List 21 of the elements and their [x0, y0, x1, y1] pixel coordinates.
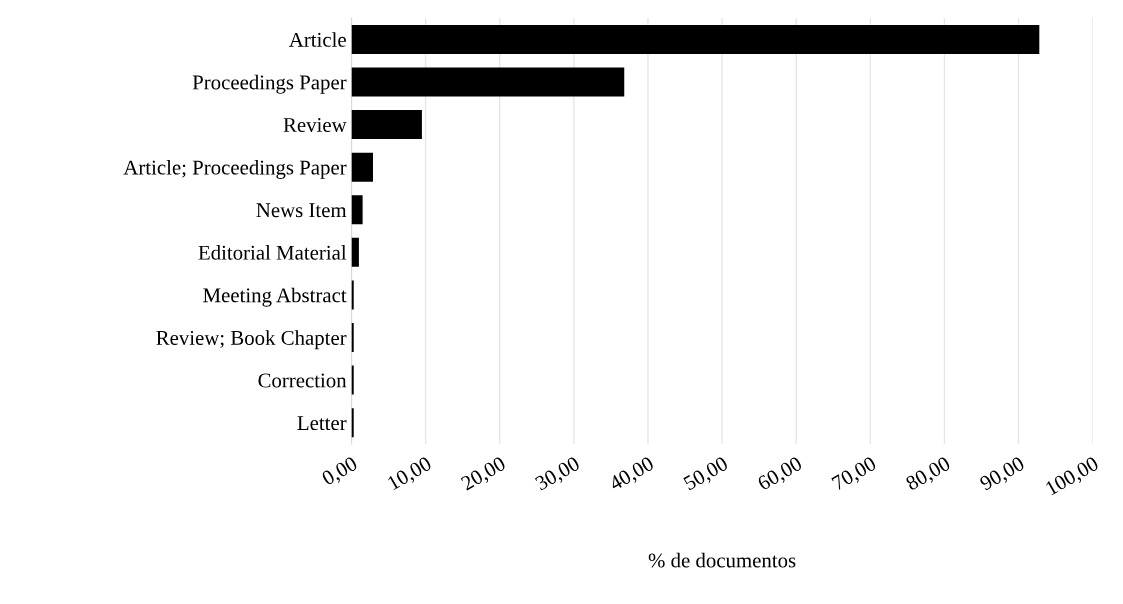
y-tick-label: Proceedings Paper — [192, 74, 347, 94]
x-tick-label: 60,00 — [756, 455, 805, 494]
x-tick-label: 30,00 — [534, 455, 582, 494]
y-tick-label: Correction — [258, 373, 347, 388]
y-tick-label: Editorial Material — [198, 245, 347, 260]
y-tick-label: Article — [289, 32, 346, 47]
x-tick-label: 90,00 — [978, 455, 1027, 494]
x-axis-title: % de documentos — [648, 552, 796, 568]
y-tick-label: Letter — [297, 416, 347, 431]
y-tick-label: Article; Proceedings Paper — [123, 159, 347, 179]
x-tick-label: 80,00 — [904, 455, 953, 494]
x-tick-label: 20,00 — [460, 455, 508, 494]
x-tick-label: 40,00 — [608, 455, 657, 494]
y-tick-label: Meeting Abstract — [203, 287, 347, 307]
x-tick-label: 50,00 — [682, 455, 731, 494]
y-tick-label: Review; Book Chapter — [156, 330, 347, 350]
y-tick-label: News Item — [256, 203, 347, 218]
y-tick-label: Review — [283, 118, 347, 133]
x-tick-label: 0,00 — [320, 455, 360, 489]
x-tick-label: 10,00 — [386, 455, 434, 493]
x-tick-label: 70,00 — [831, 455, 879, 494]
